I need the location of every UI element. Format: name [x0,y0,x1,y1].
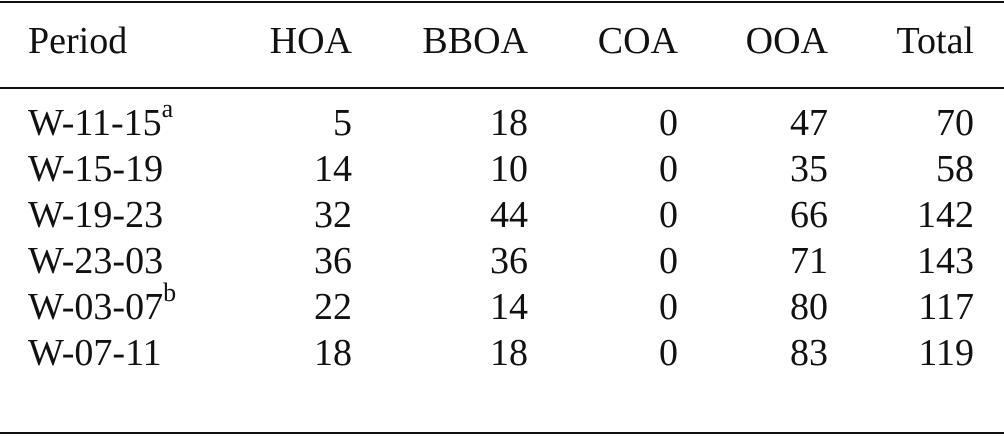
value-cell: 70 [936,102,974,144]
period-text: W-15-19 [28,148,164,190]
value-cell: 119 [918,332,974,374]
value-cell: 47 [790,102,828,144]
value-cell: 14 [314,148,352,190]
period-cell: W-19-23 [28,192,163,238]
period-text: W-19-23 [28,194,164,236]
value-cell: 32 [314,194,352,236]
value-cell: 83 [790,332,828,374]
footnote-mark: a [161,94,174,124]
value-cell: 0 [659,286,678,328]
period-cell: W-23-03 [28,238,163,284]
value-cell: 0 [659,332,678,374]
value-cell: 142 [917,194,974,236]
header-cell: HOA [269,20,352,62]
value-cell: 18 [490,332,528,374]
footnote-mark: b [163,278,177,308]
header-rule [0,87,1004,89]
value-cell: 0 [659,102,678,144]
period-cell: W-07-11 [28,330,162,376]
value-cell: 58 [936,148,974,190]
value-cell: 36 [314,240,352,282]
period-text: W-11-15 [28,102,162,144]
value-cell: 22 [314,286,352,328]
value-cell: 0 [659,148,678,190]
value-cell: 80 [790,286,828,328]
value-cell: 71 [790,240,828,282]
value-cell: 0 [659,194,678,236]
top-rule [0,1,1004,3]
period-cell: W-11-15a [28,96,173,146]
period-cell: W-03-07b [28,280,176,330]
value-cell: 18 [314,332,352,374]
value-cell: 44 [490,194,528,236]
header-cell: COA [597,20,678,62]
period-text: W-03-07 [28,286,164,328]
value-cell: 14 [490,286,528,328]
value-cell: 143 [917,240,974,282]
header-cell: Total [896,20,974,62]
bottom-rule [0,432,1004,434]
value-cell: 5 [333,102,352,144]
header-cell: Period [28,20,128,62]
value-cell: 35 [790,148,828,190]
period-text: W-23-03 [28,240,164,282]
value-cell: 0 [659,240,678,282]
value-cell: 18 [490,102,528,144]
header-cell: BBOA [422,20,528,62]
header-cell: OOA [745,20,828,62]
value-cell: 36 [490,240,528,282]
value-cell: 10 [490,148,528,190]
value-cell: 117 [918,286,974,328]
period-cell: W-15-19 [28,146,163,192]
value-cell: 66 [790,194,828,236]
period-text: W-07-11 [28,332,162,374]
